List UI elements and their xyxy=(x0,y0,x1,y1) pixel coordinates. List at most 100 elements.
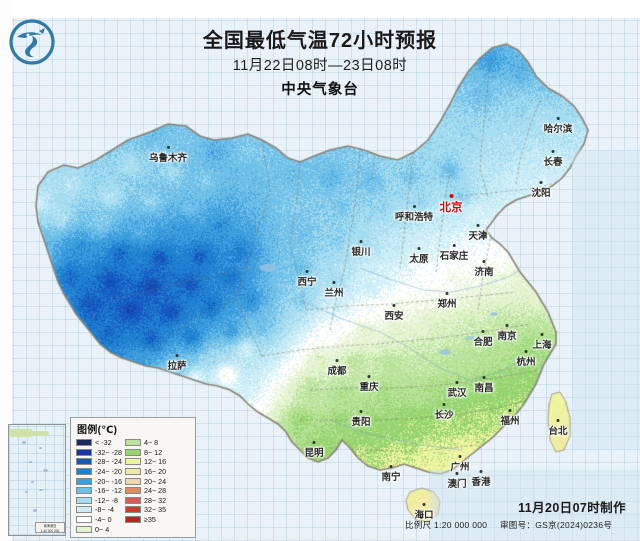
city-marker-dot xyxy=(524,350,528,353)
legend-label: 12~ 16 xyxy=(143,457,167,467)
city-name: 昆明 xyxy=(304,448,324,459)
inset-island xyxy=(25,491,28,493)
city-label-台北: 台北 xyxy=(548,419,568,437)
inset-island xyxy=(43,469,48,472)
legend-swatch xyxy=(76,439,92,447)
city-label-拉萨: 拉萨 xyxy=(167,354,187,372)
legend-swatch xyxy=(76,468,92,476)
inset-mainland xyxy=(9,429,33,437)
city-marker-dot xyxy=(481,330,485,333)
legend-label: -16~ -12 xyxy=(95,486,122,496)
city-name: 拉萨 xyxy=(167,361,187,372)
city-marker-dot xyxy=(412,205,416,208)
legend-swatch xyxy=(124,458,141,466)
city-marker-dot xyxy=(367,375,371,378)
legend-row: 20~ 24 xyxy=(124,476,167,486)
city-marker-dot xyxy=(175,354,179,357)
legend-row: 24~ 28 xyxy=(124,486,166,496)
city-name: 兰州 xyxy=(324,288,344,299)
city-label-南京: 南京 xyxy=(497,324,517,342)
legend-label: 0~ 4 xyxy=(95,524,110,534)
city-name: 西宁 xyxy=(297,277,317,288)
legend-row: -12~ -8 xyxy=(76,496,122,506)
city-marker-dot xyxy=(422,503,426,506)
legend-swatch xyxy=(124,506,141,514)
legend-row: < -32 xyxy=(76,438,122,448)
legend-swatch xyxy=(124,439,141,447)
approval-number: 审图号：GS京(2024)0236号 xyxy=(500,520,613,530)
city-label-重庆: 重庆 xyxy=(359,375,379,393)
city-label-成都: 成都 xyxy=(327,359,347,377)
forecast-period: 11月22日08时—23日08时 xyxy=(232,58,408,74)
city-marker-dot xyxy=(305,270,309,273)
production-timestamp: 11月20日07时制作 xyxy=(518,501,626,515)
issuing-organization: 中央气象台 xyxy=(281,82,359,98)
city-name: 台北 xyxy=(548,426,568,437)
city-name: 长沙 xyxy=(434,410,454,421)
legend-label: 28~ 32 xyxy=(143,495,167,505)
legend-row: 16~ 20 xyxy=(124,467,166,477)
city-label-长沙: 长沙 xyxy=(434,403,454,421)
city-label-福州: 福州 xyxy=(500,409,520,427)
city-name: 太原 xyxy=(409,254,429,265)
legend-row: -16~ -12 xyxy=(76,486,122,496)
inset-island xyxy=(29,461,32,463)
city-label-沈阳: 沈阳 xyxy=(531,181,551,199)
city-name: 广州 xyxy=(450,462,470,473)
city-name: 贵阳 xyxy=(351,417,371,428)
city-name: 长春 xyxy=(543,157,563,168)
legend-label: -20~ -16 xyxy=(95,476,122,486)
city-name: 呼和浩特 xyxy=(394,212,434,223)
legend-label: -24~ -20 xyxy=(95,467,122,477)
legend-swatch xyxy=(124,448,141,456)
city-label-广州: 广州 xyxy=(450,455,470,473)
city-label-西安: 西安 xyxy=(384,304,404,322)
city-label-合肥: 合肥 xyxy=(473,330,493,348)
city-name: 成都 xyxy=(327,366,347,377)
legend-swatch xyxy=(76,506,92,514)
city-marker-dot xyxy=(476,224,480,227)
city-name: 南宁 xyxy=(381,472,401,483)
city-label-南昌: 南昌 xyxy=(474,376,494,394)
city-marker-dot xyxy=(556,419,560,422)
city-label-银川: 银川 xyxy=(351,240,371,258)
city-marker-dot xyxy=(508,409,512,412)
city-label-杭州: 杭州 xyxy=(516,350,536,368)
city-name: 海口 xyxy=(414,510,434,521)
legend-label: -4~ 0 xyxy=(95,515,112,525)
cma-dragon-logo xyxy=(8,18,56,66)
inset-island xyxy=(22,441,26,444)
city-name: 乌鲁木齐 xyxy=(148,153,188,164)
city-name: 哈尔滨 xyxy=(543,124,573,135)
legend-swatch xyxy=(76,496,92,504)
city-name: 福州 xyxy=(500,416,520,427)
city-label-太原: 太原 xyxy=(409,247,429,265)
city-label-乌鲁木齐: 乌鲁木齐 xyxy=(149,146,187,164)
legend-swatch xyxy=(76,487,92,495)
city-name: 香港 xyxy=(471,477,491,488)
city-marker-dot xyxy=(332,281,336,284)
legend-row: 0~ 4 xyxy=(76,524,122,534)
legend-swatch xyxy=(124,468,141,476)
legend-swatch xyxy=(76,516,92,524)
legend-swatch xyxy=(124,516,141,524)
legend-row: -32~ -28 xyxy=(76,448,122,458)
page-title: 全国最低气温72小时预报 xyxy=(202,30,438,52)
legend-label: 8~ 12 xyxy=(143,447,163,457)
city-label-兰州: 兰州 xyxy=(324,281,344,299)
legend-row: 28~ 32 xyxy=(124,495,167,506)
city-label-呼和浩特: 呼和浩特 xyxy=(395,205,433,223)
city-label-海口: 海口 xyxy=(414,503,434,521)
city-label-长春: 长春 xyxy=(543,150,563,168)
city-marker-dot xyxy=(359,240,363,243)
city-label-济南: 济南 xyxy=(474,260,494,278)
legend-label: 20~ 24 xyxy=(143,476,167,486)
city-marker-dot xyxy=(359,410,363,413)
city-name: 合肥 xyxy=(473,337,493,348)
city-name: 重庆 xyxy=(359,382,379,393)
city-label-西宁: 西宁 xyxy=(297,270,317,288)
legend-label: 32~ 35 xyxy=(143,505,167,515)
city-name: 石家庄 xyxy=(439,251,469,262)
city-marker-dot xyxy=(482,260,486,263)
city-marker-dot xyxy=(166,146,170,149)
